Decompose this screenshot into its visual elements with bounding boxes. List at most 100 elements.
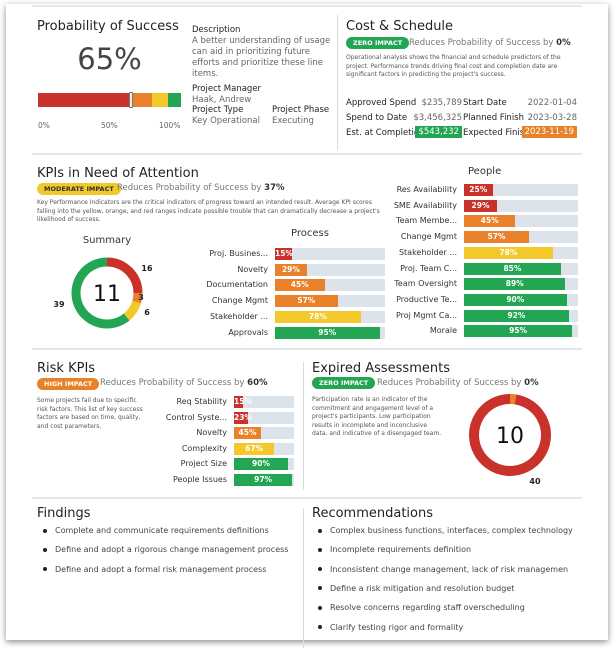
donut-slice-orange xyxy=(132,292,143,304)
bar-value: 89% xyxy=(505,279,524,289)
bar-row: Proj. Team C... 85% xyxy=(400,262,578,275)
bar-label: Novelty xyxy=(237,264,268,274)
bar-row: Approvals 95% xyxy=(228,326,385,339)
bar-row: Documentation 45% xyxy=(206,279,385,292)
donut-label: 16 xyxy=(141,264,153,273)
bar-fill xyxy=(464,199,498,212)
donut-label: 39 xyxy=(53,300,65,309)
probability-value: 65% xyxy=(77,42,142,76)
donut-center-value: 11 xyxy=(93,282,121,307)
cost-label-2: Expected Finish xyxy=(463,128,530,138)
type-value: Key Operational xyxy=(192,116,260,126)
donut-center-value: 10 xyxy=(496,424,524,449)
list-item: Complete and communicate requirements de… xyxy=(43,526,269,535)
bar-fill xyxy=(464,309,569,322)
bar-fill xyxy=(464,184,493,196)
tick-100: 100% xyxy=(159,121,181,130)
donut-label: 40 xyxy=(529,477,541,485)
list-item: Inconsistent change management, lack of … xyxy=(318,565,568,574)
summary-title: Summary xyxy=(82,235,132,246)
bar-label: Stakeholder ... xyxy=(398,247,457,257)
bar-value: 15% xyxy=(275,249,293,258)
bar-value: 57% xyxy=(487,232,506,242)
impact-badge: HIGH IMPACT xyxy=(37,378,100,390)
risk-title: Risk KPIs xyxy=(37,361,96,376)
bar-track xyxy=(275,248,385,260)
bar-row: Complexity 67% xyxy=(182,442,294,455)
probability-marker xyxy=(128,92,133,108)
bar-row: Team Membe... 45% xyxy=(396,215,578,228)
bar-label: Control Syste... xyxy=(165,412,227,422)
kpis-title: KPIs in Need of Attention xyxy=(37,166,199,181)
cost-label: Approved Spend xyxy=(346,98,417,108)
bar-label: Change Mgmt xyxy=(400,232,457,242)
bar-fill xyxy=(234,411,248,424)
bar-label: Novelty xyxy=(196,428,227,437)
bar-value: 57% xyxy=(297,296,316,306)
bar-value: 45% xyxy=(290,280,309,290)
bar-row: Proj. Busines... 15% xyxy=(209,248,385,260)
probability-title: Probability of Success xyxy=(37,19,179,34)
impact-badge: ZERO IMPACT xyxy=(312,377,376,389)
bar-label: People Issues xyxy=(173,474,227,484)
bar-fill xyxy=(464,293,567,306)
reduce-text: Reduces Probability of Success by 60% xyxy=(100,378,268,388)
bar-value: 29% xyxy=(471,200,490,210)
process-title: Process xyxy=(291,228,329,239)
bar-track xyxy=(464,184,578,196)
findings-title: Findings xyxy=(37,506,91,521)
summary-donut-chart: 16 36 39 11 xyxy=(53,257,153,329)
divider xyxy=(32,497,582,499)
cost-value: $235,789 xyxy=(421,98,462,108)
manager-label: Project Manager xyxy=(192,84,262,94)
bar-row: Novelty 45% xyxy=(196,427,294,439)
bar-row: Stakeholder ... 78% xyxy=(399,246,578,259)
cost-value-2: 2023-11-19 xyxy=(521,126,577,138)
donut-label: 6 xyxy=(144,308,150,317)
probability-segment-orange xyxy=(130,93,153,107)
description-text: A better understanding of usage can aid … xyxy=(192,36,331,79)
bar-fill xyxy=(464,215,516,228)
bar-fill xyxy=(275,279,325,292)
bar-label: Proj Mgmt Ca... xyxy=(395,310,457,320)
list-item: Clarify testing rigor and formality xyxy=(318,623,463,632)
bar-label: Req Stability xyxy=(176,397,227,406)
bar-label: SME Availability xyxy=(393,200,457,210)
probability-segment-green xyxy=(168,93,181,107)
bar-label: Proj. Team C... xyxy=(400,263,457,273)
bar-row: Project Size 90% xyxy=(181,458,294,470)
list-item: Define a risk mitigation and resolution … xyxy=(318,584,514,593)
list-item: Define and adopt a formal risk managemen… xyxy=(43,565,266,574)
reduce-text: Reduces Probability of Success by 0% xyxy=(377,378,539,388)
bar-value: 45% xyxy=(238,428,257,437)
divider xyxy=(303,362,304,490)
bar-row: Team Oversight 89% xyxy=(394,278,578,291)
bar-value: 15% xyxy=(234,397,252,406)
bar-label: Project Size xyxy=(180,459,227,468)
bar-fill xyxy=(234,442,275,455)
bar-label: Change Mgmt xyxy=(211,296,268,306)
description-label: Description xyxy=(192,25,241,35)
bar-row: Morale 95% xyxy=(430,325,578,338)
manager-value: Haak, Andrew xyxy=(192,95,252,105)
expired-title: Expired Assessments xyxy=(312,361,450,376)
bar-row: Change Mgmt 57% xyxy=(401,231,578,244)
bar-value: 90% xyxy=(252,459,270,468)
bar-row: Proj Mgmt Ca... 92% xyxy=(396,309,578,322)
expired-description: Participation rate is an indicator of th… xyxy=(312,396,442,437)
bar-value: 45% xyxy=(480,216,499,226)
people-title: People xyxy=(468,166,502,177)
bar-row: Productive Te... 90% xyxy=(396,293,578,306)
bar-label: Approvals xyxy=(228,327,268,337)
bar-fill xyxy=(275,248,292,260)
bar-row: Stakeholder ... 78% xyxy=(210,310,385,323)
cost-value-2: 2022-01-04 xyxy=(527,98,577,108)
type-label: Project Type xyxy=(192,105,244,115)
cost-label: Est. at Completion xyxy=(346,128,425,138)
bar-fill xyxy=(275,310,361,323)
list-item: Complex business functions, interfaces, … xyxy=(318,526,573,535)
bar-fill xyxy=(464,231,529,244)
impact-badge: ZERO IMPACT xyxy=(346,37,410,49)
bar-value: 78% xyxy=(308,311,327,321)
bar-value: 92% xyxy=(507,310,526,320)
